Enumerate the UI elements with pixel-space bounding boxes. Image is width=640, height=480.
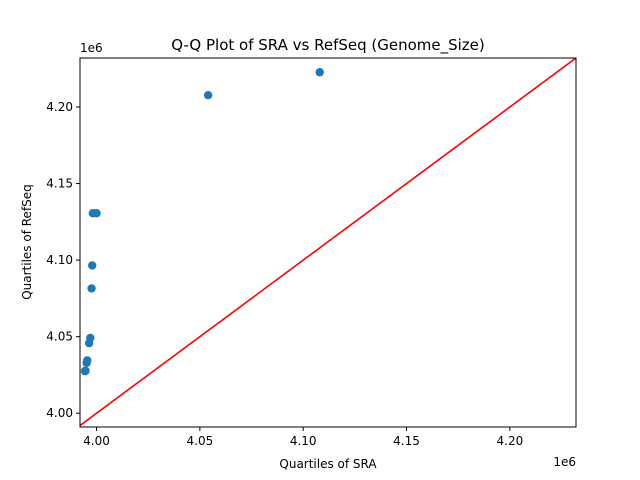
y-axis-label: Quartiles of RefSeq xyxy=(20,184,34,300)
x-axis-label: Quartiles of SRA xyxy=(279,457,377,471)
x-tick-label: 4.05 xyxy=(187,434,214,448)
data-point-6 xyxy=(87,284,96,293)
data-point-7 xyxy=(87,261,97,270)
x-tick-label: 4.10 xyxy=(290,434,317,448)
chart-title: Q-Q Plot of SRA vs RefSeq (Genome_Size) xyxy=(171,36,485,55)
y-offset-label: 1e6 xyxy=(80,41,103,55)
y-axis: 4.00 4.05 4.10 4.15 4.20 xyxy=(46,100,80,420)
y-tick-label: 4.00 xyxy=(46,406,73,420)
data-point-3 xyxy=(83,356,92,365)
x-tick-label: 4.00 xyxy=(83,434,110,448)
data-point-1 xyxy=(81,366,90,376)
data-point-9 xyxy=(92,209,101,218)
plot-area xyxy=(80,58,576,427)
x-tick-label: 4.20 xyxy=(497,434,524,448)
x-tick-label: 4.15 xyxy=(393,434,420,448)
x-offset-label: 1e6 xyxy=(553,455,576,469)
y-tick-label: 4.20 xyxy=(46,100,73,114)
reference-line xyxy=(80,58,576,427)
y-tick-label: 4.10 xyxy=(46,253,73,267)
data-point-10 xyxy=(203,91,213,100)
data-point-5 xyxy=(86,333,95,343)
y-tick-label: 4.05 xyxy=(46,330,73,344)
y-tick-label: 4.15 xyxy=(46,177,73,191)
axes-frame xyxy=(79,57,577,428)
x-axis: 4.00 4.05 4.10 4.15 4.20 xyxy=(83,427,523,448)
data-point-11 xyxy=(315,68,324,77)
